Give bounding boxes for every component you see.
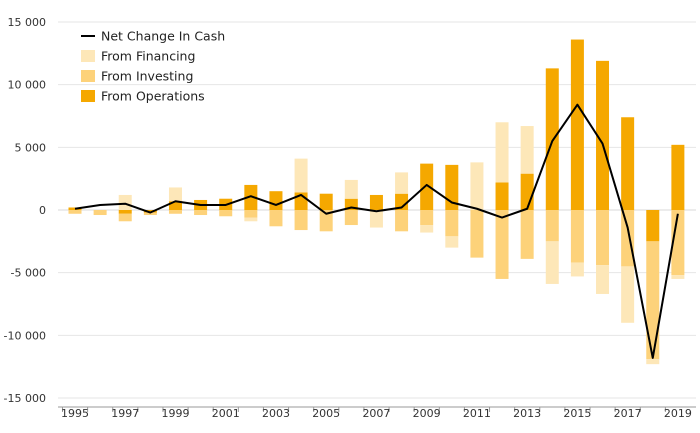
x-tick-label: 2009 <box>413 407 441 420</box>
bar-from-investing <box>470 210 484 258</box>
legend-color-swatch <box>81 90 95 102</box>
y-tick-label: 15 000 <box>8 16 47 29</box>
net-change-line <box>74 103 679 359</box>
bar-from-investing <box>294 210 308 231</box>
x-axis: 1995 1997 1999 2001 2003 2005 2007 2009 2011 2013… <box>58 406 696 420</box>
x-tick-label: 1999 <box>161 407 189 420</box>
legend-color-swatch <box>81 50 95 62</box>
bar-from-investing <box>646 241 660 360</box>
bar-from-investing <box>621 210 635 267</box>
bar-from-financing <box>344 179 358 199</box>
bar-from-operations <box>495 182 509 210</box>
x-tick-label: 2015 <box>563 407 591 420</box>
bar-from-investing <box>420 210 434 226</box>
bar-from-operations <box>118 210 132 214</box>
bar-from-financing <box>420 225 434 233</box>
legend-label: Net Change In Cash <box>101 29 225 44</box>
bar-from-financing <box>671 275 685 279</box>
bar-from-financing <box>395 172 409 194</box>
x-tick-label: 2017 <box>614 407 642 420</box>
bar-from-operations <box>369 194 383 210</box>
bar-from-operations <box>143 210 157 213</box>
y-tick-label: 0 <box>39 204 46 217</box>
bar-from-operations <box>671 144 685 210</box>
bar-from-financing <box>596 265 610 294</box>
bar-from-financing <box>470 162 484 210</box>
bar-from-operations <box>395 193 409 210</box>
bar-from-operations <box>244 184 258 210</box>
bar-from-investing <box>143 212 157 216</box>
bar-from-financing <box>495 122 509 183</box>
bar-from-financing <box>369 210 383 228</box>
bar-from-financing <box>621 266 635 323</box>
x-tick-label: 1997 <box>111 407 139 420</box>
x-tick-label: 1995 <box>61 407 89 420</box>
x-tick-label: 2011 <box>463 407 491 420</box>
legend-color-swatch <box>81 70 95 82</box>
legend: Net Change In Cash From Financing From Inv… <box>81 29 225 104</box>
bar-from-financing <box>545 241 559 284</box>
bar-from-operations <box>545 68 559 210</box>
bar-from-investing <box>395 210 409 232</box>
bar-from-operations <box>621 117 635 210</box>
bar-from-investing <box>495 210 509 279</box>
bar-from-operations <box>570 39 584 211</box>
bar-from-investing <box>168 210 182 214</box>
legend-label: From Investing <box>101 69 193 84</box>
x-tick-label: 2013 <box>513 407 541 420</box>
x-tick-label: 2005 <box>312 407 340 420</box>
bar-from-investing <box>344 210 358 226</box>
bar-from-operations <box>596 60 610 210</box>
y-tick-label: 5 000 <box>15 141 47 154</box>
bar-series <box>68 39 685 365</box>
legend-label: From Operations <box>101 89 205 104</box>
bar-from-operations <box>420 163 434 210</box>
bar-from-operations <box>168 201 182 210</box>
bar-from-investing <box>545 210 559 242</box>
bar-from-investing <box>596 210 610 266</box>
bar-from-operations <box>344 198 358 210</box>
bar-from-investing <box>93 210 107 216</box>
y-axis-ticks: -15 000 -10 000 -5 000 0 5 000 10 000 15 000 <box>4 16 46 405</box>
bar-from-financing <box>244 217 258 222</box>
bar-from-investing <box>445 210 459 237</box>
bar-from-financing <box>445 236 459 248</box>
bar-from-investing <box>269 210 283 227</box>
bar-from-operations <box>445 164 459 210</box>
bar-from-investing <box>671 210 685 276</box>
grid-lines <box>58 21 696 399</box>
bar-from-operations <box>319 193 333 210</box>
bar-from-financing <box>168 187 182 202</box>
bar-from-investing <box>194 210 208 216</box>
y-tick-label: -5 000 <box>11 267 46 280</box>
legend-label: From Financing <box>101 49 195 64</box>
y-tick-label: -15 000 <box>4 392 46 405</box>
bar-from-operations <box>646 210 660 242</box>
x-tick-label: 2007 <box>362 407 390 420</box>
bar-from-investing <box>520 210 534 259</box>
bar-from-investing <box>68 210 82 214</box>
x-tick-label: 2003 <box>262 407 290 420</box>
bar-from-investing <box>319 210 333 232</box>
x-tick-label: 2001 <box>212 407 240 420</box>
bar-from-financing <box>118 194 132 210</box>
bar-from-operations <box>520 173 534 210</box>
bar-from-financing <box>570 262 584 277</box>
bar-from-investing <box>118 213 132 222</box>
bar-from-financing <box>294 158 308 193</box>
bar-from-financing <box>520 126 534 174</box>
bar-from-investing <box>244 210 258 218</box>
y-tick-label: 10 000 <box>8 79 47 92</box>
y-tick-label: -10 000 <box>4 329 46 342</box>
bar-from-investing <box>219 210 233 217</box>
net-change-line-path <box>74 103 679 359</box>
bar-from-financing <box>646 359 660 365</box>
x-tick-label: 2019 <box>664 407 692 420</box>
bar-from-operations <box>269 191 283 210</box>
bar-from-investing <box>570 210 584 263</box>
